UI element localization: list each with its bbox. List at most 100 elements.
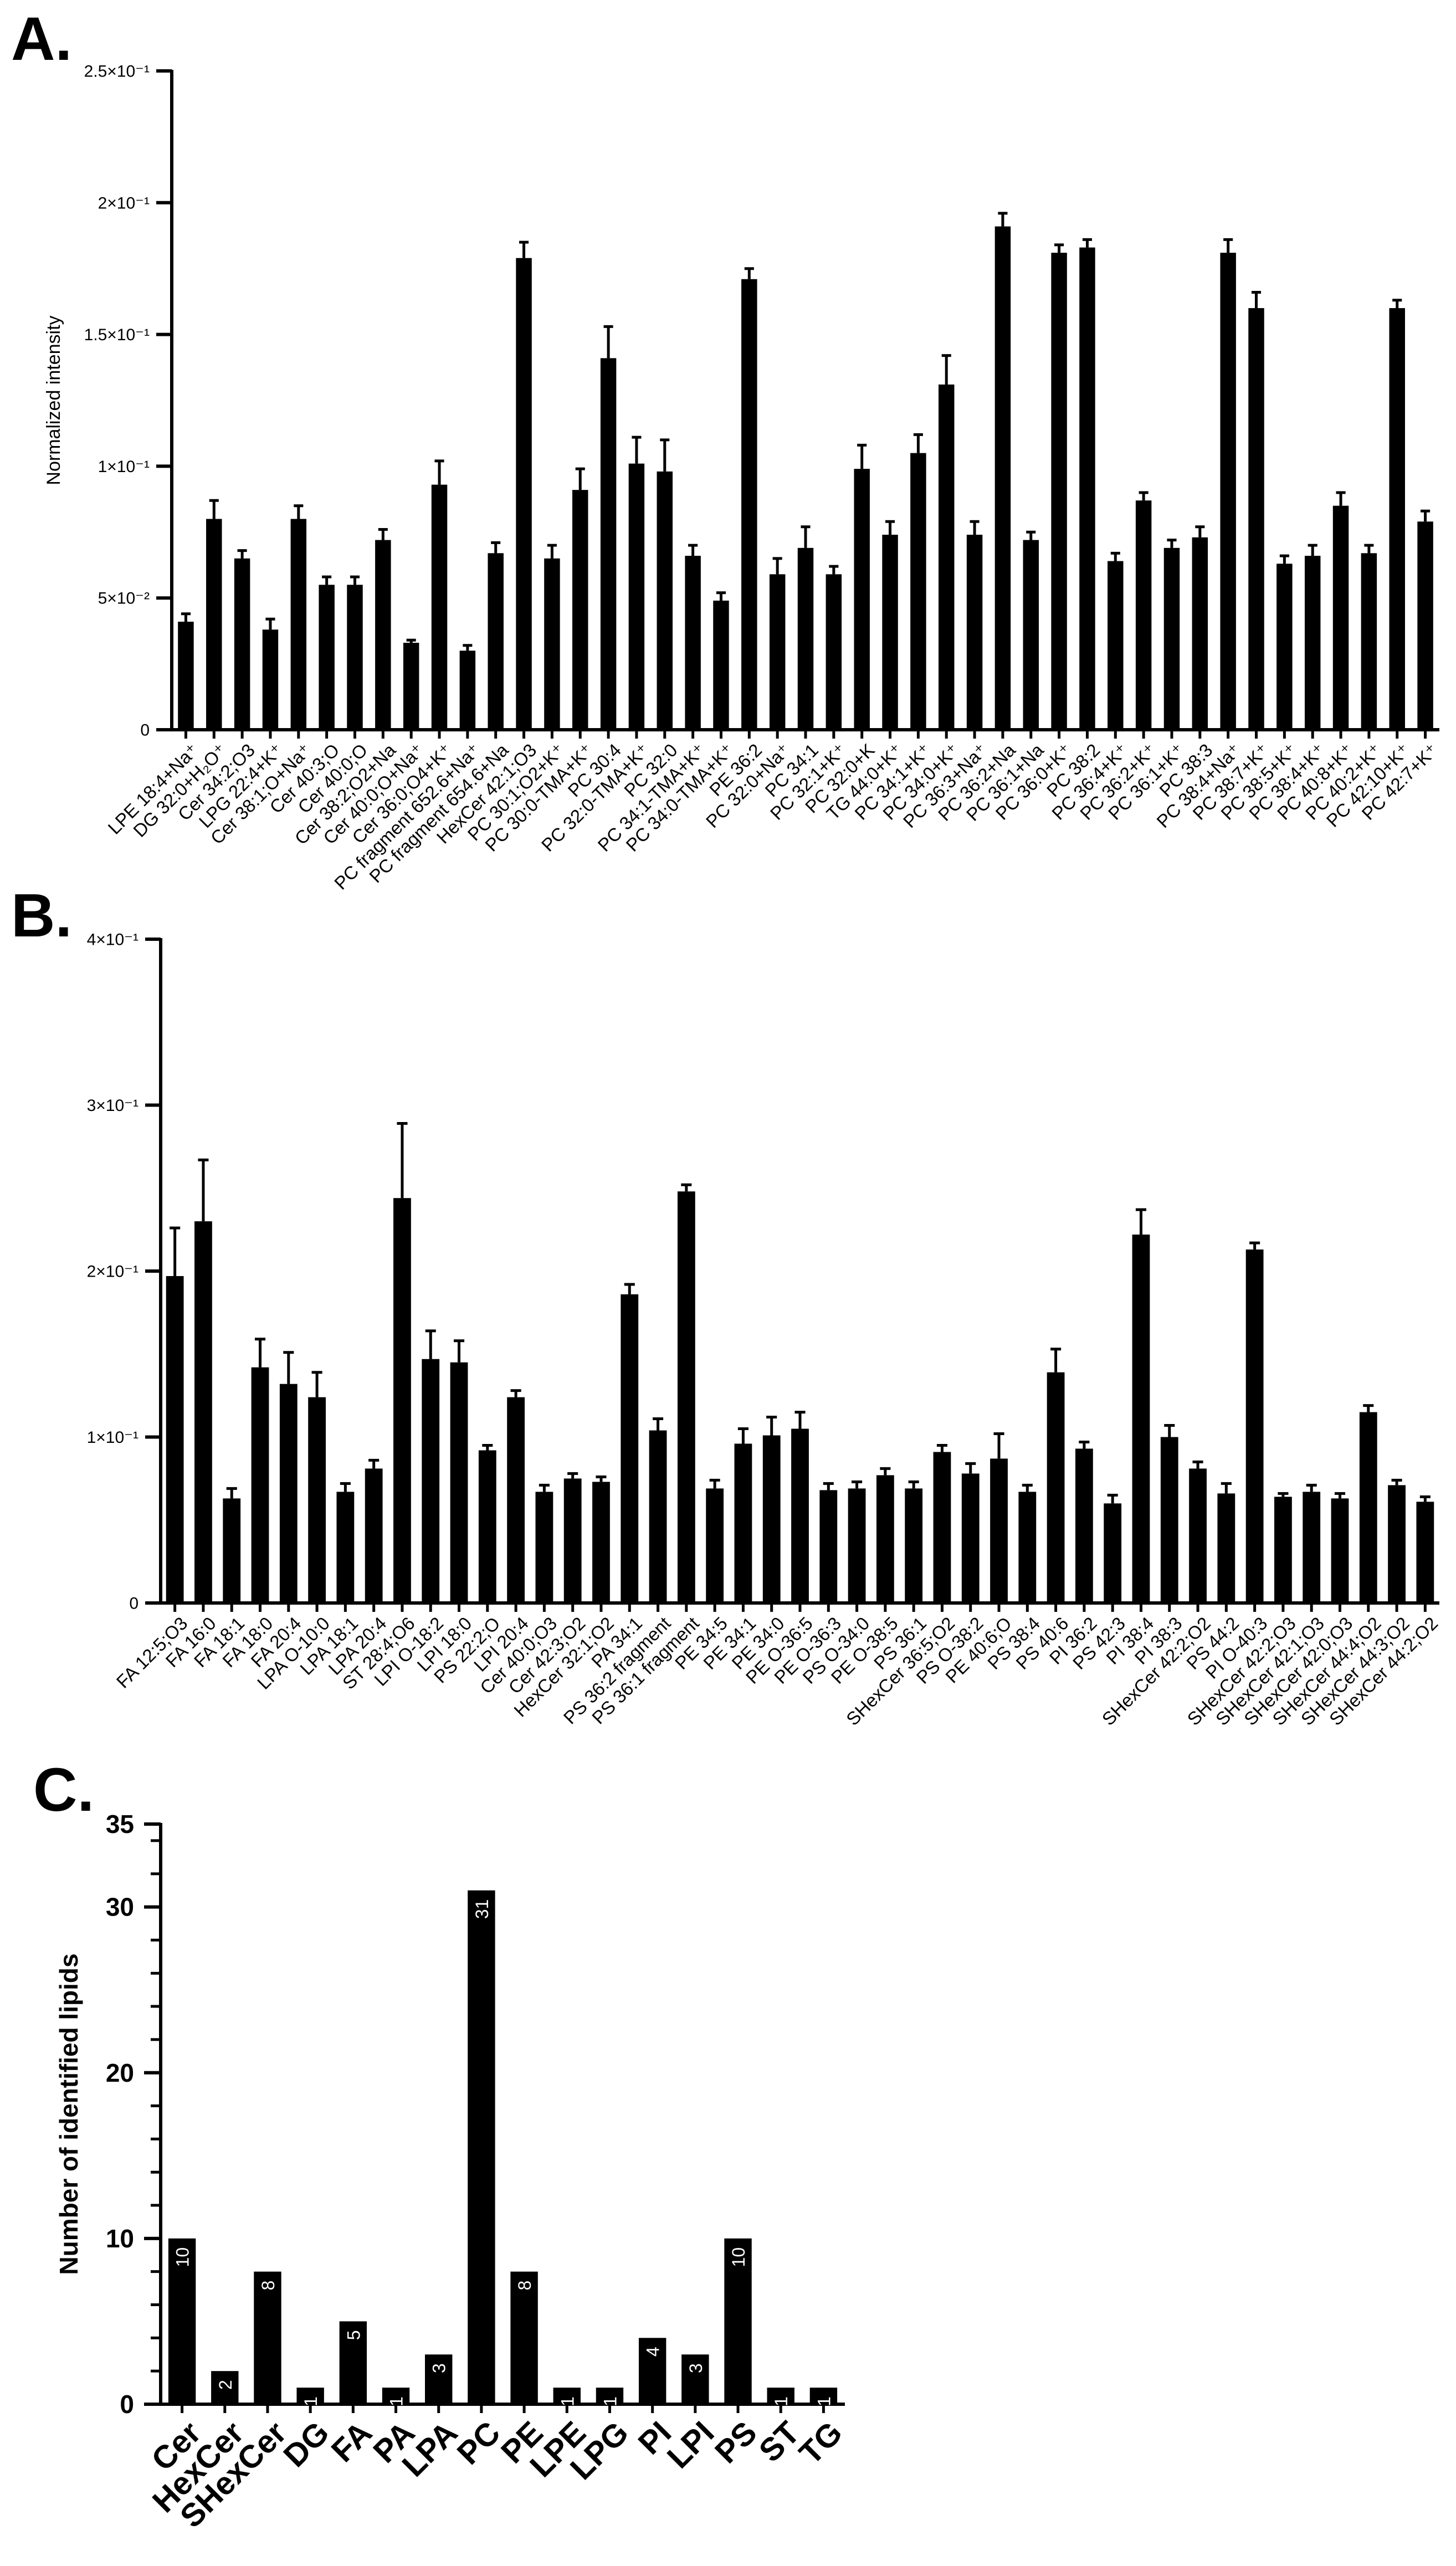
data-label: 1 [557, 2396, 577, 2406]
data-label: 8 [515, 2281, 535, 2291]
panel-label-a: A. [11, 5, 72, 73]
bar [592, 1482, 610, 1603]
data-label: 5 [344, 2330, 363, 2340]
bar [422, 1359, 440, 1603]
bar [1023, 540, 1039, 730]
bar [339, 2321, 367, 2404]
bar [621, 1294, 639, 1603]
bar [347, 585, 363, 730]
bar [1160, 1437, 1178, 1603]
bar [600, 358, 617, 730]
y-tick-label: 0 [140, 721, 150, 740]
data-label: 4 [643, 2347, 663, 2357]
data-label: 8 [258, 2281, 278, 2291]
bar [1361, 553, 1377, 730]
y-tick-label: 5×10⁻² [98, 590, 150, 608]
bar [510, 2271, 538, 2404]
bar [365, 1468, 383, 1603]
bar [1359, 1412, 1377, 1603]
bar [290, 519, 307, 730]
bar [1332, 505, 1349, 730]
bar [734, 1443, 752, 1603]
bar [819, 1490, 838, 1603]
bar [1248, 308, 1264, 730]
bar [488, 553, 504, 730]
bar [296, 2388, 324, 2404]
bar [762, 1435, 781, 1603]
bar [1303, 1492, 1321, 1603]
bar [1217, 1493, 1235, 1603]
bar [206, 519, 222, 730]
bar [876, 1475, 894, 1603]
y-tick-label: 2×10⁻¹ [87, 1263, 139, 1281]
bar [1220, 253, 1236, 730]
bar [308, 1397, 326, 1603]
bar [769, 574, 786, 730]
bar [1104, 1503, 1122, 1603]
bar [848, 1488, 866, 1603]
bar [211, 2371, 239, 2404]
bar [1331, 1498, 1349, 1603]
bar [431, 484, 448, 730]
bar [516, 258, 532, 730]
bar [1245, 1249, 1264, 1603]
bar [544, 558, 560, 730]
y-tick-label: 10 [106, 2224, 134, 2253]
bar [1135, 500, 1152, 730]
bar [1132, 1235, 1150, 1603]
bar [1389, 308, 1405, 730]
y-tick-label: 0 [120, 2390, 134, 2419]
bar [507, 1397, 525, 1603]
bar [657, 471, 673, 730]
bar [882, 535, 898, 730]
bar [724, 2238, 752, 2404]
bar [262, 629, 279, 730]
data-label: 1 [771, 2396, 791, 2406]
y-tick-label: 4×10⁻¹ [87, 931, 139, 949]
data-label: 1 [301, 2396, 321, 2406]
bar [797, 547, 814, 730]
bar [990, 1458, 1008, 1603]
y-tick-label: 1×10⁻¹ [98, 458, 150, 476]
bar [468, 1890, 495, 2404]
bar [450, 1362, 468, 1603]
data-label: 1 [387, 2396, 407, 2406]
bar [628, 463, 645, 730]
y-tick-label: 2×10⁻¹ [98, 194, 150, 212]
bar [1075, 1448, 1093, 1603]
bar [938, 384, 955, 730]
bar [677, 1191, 695, 1603]
bar [905, 1488, 923, 1603]
bar [1108, 561, 1124, 730]
y-tick-label: 2.5×10⁻¹ [84, 63, 150, 81]
panel-label-b: B. [11, 882, 72, 950]
data-label: 10 [173, 2247, 193, 2267]
bar [279, 1384, 298, 1603]
bar [1189, 1468, 1207, 1603]
bar [706, 1488, 724, 1603]
bar [910, 453, 926, 730]
bar [1079, 247, 1095, 730]
y-axis-title: Number of identified lipids [54, 1953, 83, 2275]
bar [251, 1367, 269, 1603]
bar [478, 1450, 496, 1603]
bar [535, 1492, 553, 1603]
bar [382, 2388, 410, 2404]
y-tick-label: 0 [129, 1595, 139, 1613]
data-label: 3 [429, 2363, 449, 2373]
bar [791, 1428, 809, 1603]
bar [403, 643, 419, 730]
bar [1416, 1502, 1434, 1603]
bar [166, 1276, 184, 1603]
bar [854, 469, 870, 730]
chart-panel-a: 0 5×10⁻² 1×10⁻¹ 1.5×10⁻¹ 2×10⁻¹ 2.5×10⁻¹ Norma… [43, 63, 1442, 894]
category-label: TG [792, 2415, 849, 2472]
bar [254, 2271, 281, 2404]
y-tick-label: 30 [106, 1893, 134, 1922]
bar [966, 535, 983, 730]
panel-label-c: C. [33, 1756, 94, 1824]
y-axis-title: Normalized intensity [43, 315, 64, 485]
bar [649, 1430, 667, 1603]
bar [425, 2354, 453, 2404]
